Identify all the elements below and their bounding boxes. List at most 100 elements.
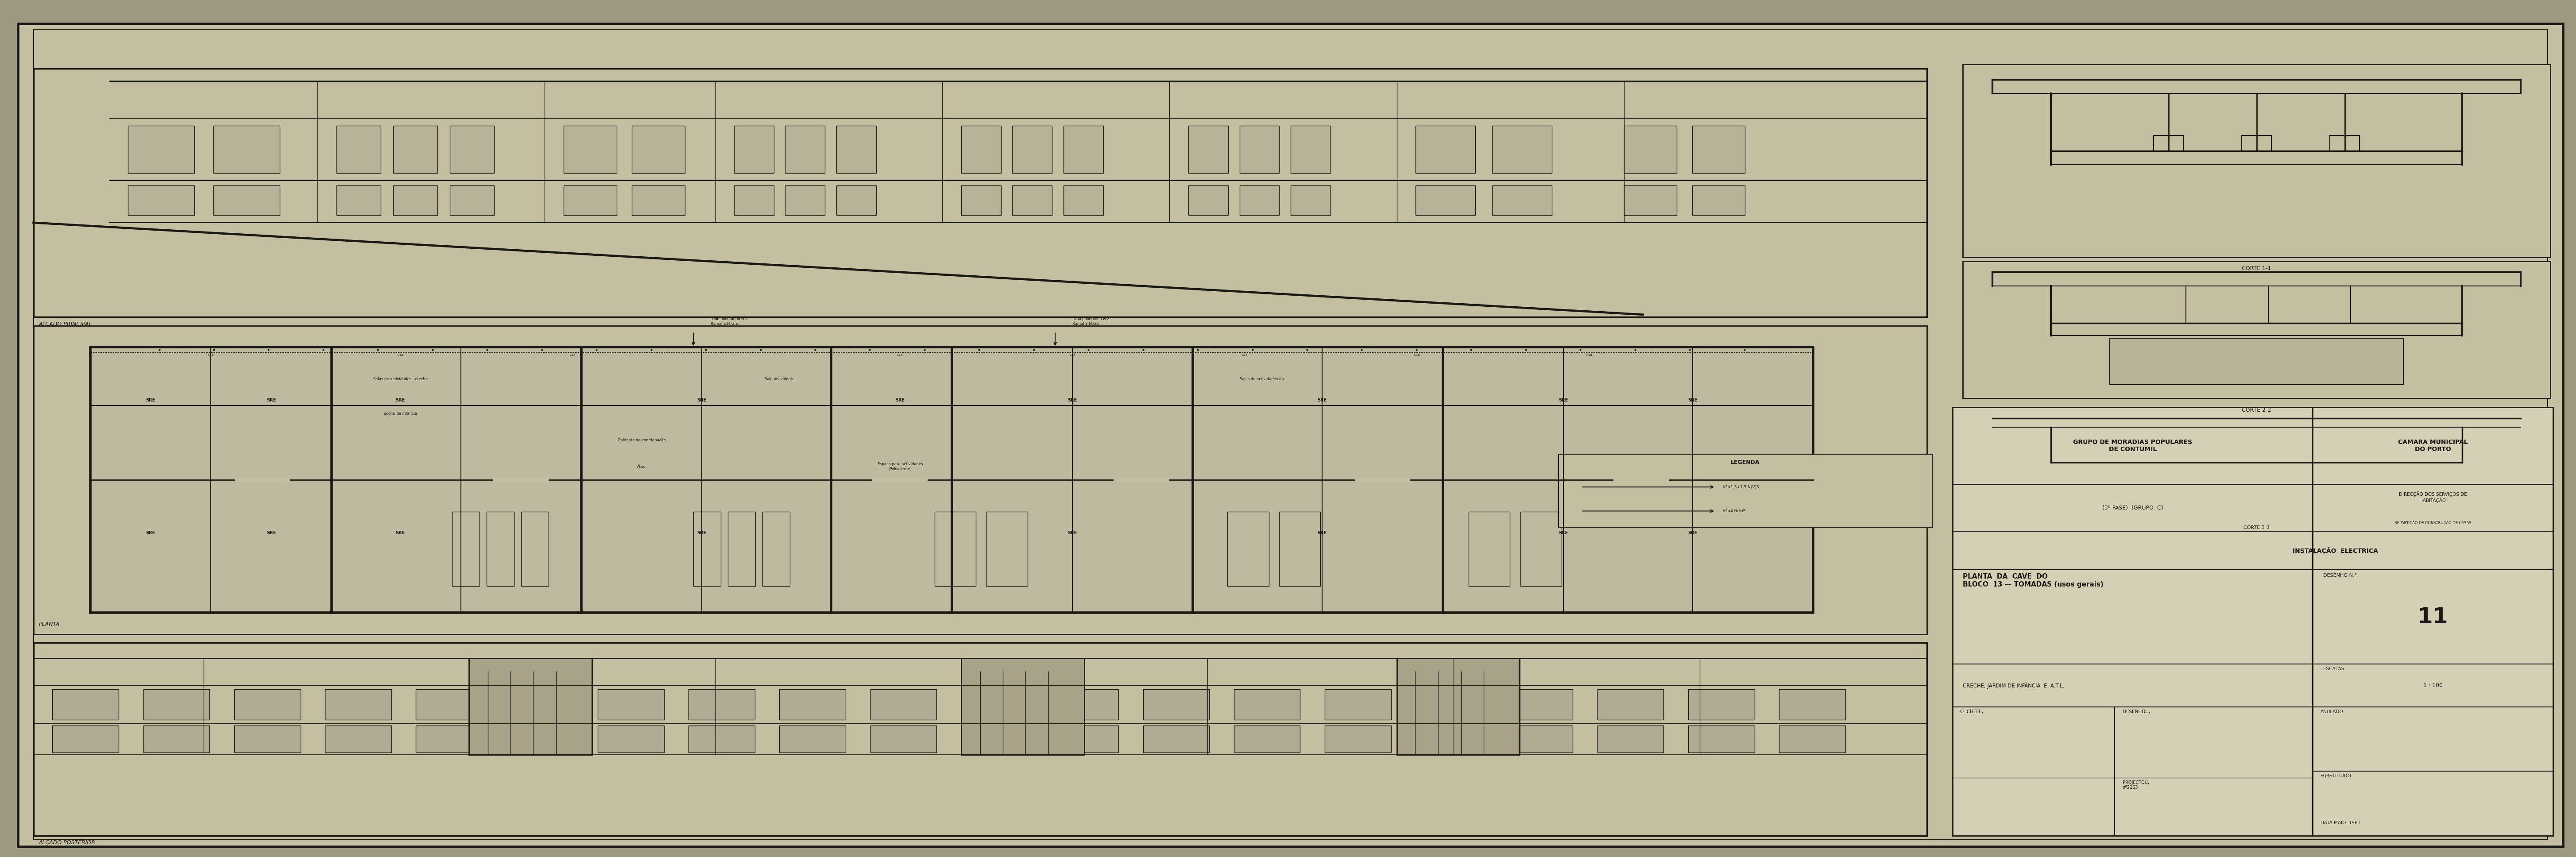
Bar [90,347,1814,613]
Bar [129,185,193,215]
Bar [631,185,685,215]
Bar [1064,126,1103,173]
Text: INSTALAÇÃO  ELECTRICA: INSTALAÇÃO ELECTRICA [2293,547,2378,554]
Bar [781,689,845,720]
Text: Sala polivalente: Sala polivalente [765,377,793,381]
Bar [734,126,773,173]
Text: CORTE 3-3: CORTE 3-3 [2244,525,2269,530]
Bar [507,689,572,720]
Bar [1188,126,1229,173]
Text: C1a: C1a [209,354,214,357]
Text: C1a: C1a [896,354,904,357]
Text: CRECHE, JARDIM DE INFÂNCIA  E  A.T.L.: CRECHE, JARDIM DE INFÂNCIA E A.T.L. [1963,682,2063,689]
Bar [598,689,665,720]
Text: 1 : 100: 1 : 100 [2424,683,2442,688]
Bar [1963,64,2550,257]
Text: Gabinete de coordenação: Gabinete de coordenação [618,438,665,442]
Bar [1692,185,1744,215]
Bar [781,726,845,752]
Bar [469,658,592,754]
Bar [394,185,438,215]
Text: PROJECTOU,
nº2163: PROJECTOU, nº2163 [2123,780,2148,790]
Bar [1012,126,1051,173]
Text: CAMARA MUNICIPAL
DO PORTO: CAMARA MUNICIPAL DO PORTO [2398,439,2468,452]
Bar [1291,185,1329,215]
Bar [1417,126,1476,173]
Bar [52,689,118,720]
Text: CORTE 2-2: CORTE 2-2 [2241,407,2272,413]
Bar [1520,512,1561,586]
Bar [1239,126,1280,173]
Bar [52,726,118,752]
Bar [1051,689,1118,720]
Bar [961,689,1028,720]
Bar [129,126,193,173]
Text: SUBSTITUIDO: SUBSTITUIDO [2321,774,2352,778]
Text: C1a: C1a [1069,354,1074,357]
Text: C1a: C1a [569,354,574,357]
Text: DIRECÇÃO DOS SERVIÇOS DE
HABITAÇÃO: DIRECÇÃO DOS SERVIÇOS DE HABITAÇÃO [2398,491,2468,503]
Bar [734,185,773,215]
Bar [451,126,495,173]
Bar [1144,726,1208,752]
Bar [837,185,876,215]
Bar [487,512,515,586]
Bar [961,726,1028,752]
Bar [144,689,209,720]
Bar [1234,689,1301,720]
Bar [1396,658,1520,754]
Bar [325,689,392,720]
Bar [1226,512,1270,586]
Text: C1a: C1a [1587,354,1592,357]
Bar [688,689,755,720]
Bar [631,126,685,173]
Bar [144,726,209,752]
Bar [1780,689,1844,720]
Text: jardim de infância: jardim de infância [384,411,417,416]
Text: ALÇADO PRINCIPAL: ALÇADO PRINCIPAL [39,321,93,327]
Text: V1x1,5+1,5 N(V)S: V1x1,5+1,5 N(V)S [1723,485,1759,489]
Bar [786,126,824,173]
Bar [1468,512,1510,586]
Bar [1963,407,2550,518]
Bar [935,512,976,586]
Text: SRE: SRE [147,399,155,403]
Text: SRE: SRE [147,530,155,536]
Bar [1692,126,1744,173]
Bar [564,185,616,215]
Bar [415,726,482,752]
Text: SRE: SRE [896,399,904,403]
Bar [1623,185,1677,215]
Bar [1188,185,1229,215]
Bar [1012,185,1051,215]
Bar [234,726,301,752]
Bar [453,512,479,586]
Bar [33,326,1927,634]
Text: REPARTIÇÃO DE CONSTRUÇÃO DE CASAS: REPARTIÇÃO DE CONSTRUÇÃO DE CASAS [2393,520,2470,525]
Bar [1597,689,1664,720]
Text: SRE: SRE [1558,399,1569,403]
Bar [1492,185,1551,215]
Bar [762,512,791,586]
Bar [520,512,549,586]
Bar [214,185,281,215]
Bar [2329,135,2360,151]
Bar [837,126,876,173]
Text: SRE: SRE [397,399,404,403]
Text: Átrio: Átrio [636,464,647,469]
Text: Tubo polietileno Ø 2"
Ramal S.M.G.E.: Tubo polietileno Ø 2" Ramal S.M.G.E. [711,317,750,326]
Bar [394,126,438,173]
Text: PLANTA: PLANTA [39,621,59,627]
Bar [234,689,301,720]
Bar [415,689,482,720]
Text: SRE: SRE [1066,399,1077,403]
Bar [325,726,392,752]
Bar [961,185,1002,215]
Bar [564,126,616,173]
Bar [871,726,938,752]
Bar [1324,689,1391,720]
Text: Salas de actividades da: Salas de actividades da [1239,377,1283,381]
Bar [33,69,1927,317]
Text: DATA MAIO  1981: DATA MAIO 1981 [2321,821,2360,825]
Bar [1507,689,1574,720]
